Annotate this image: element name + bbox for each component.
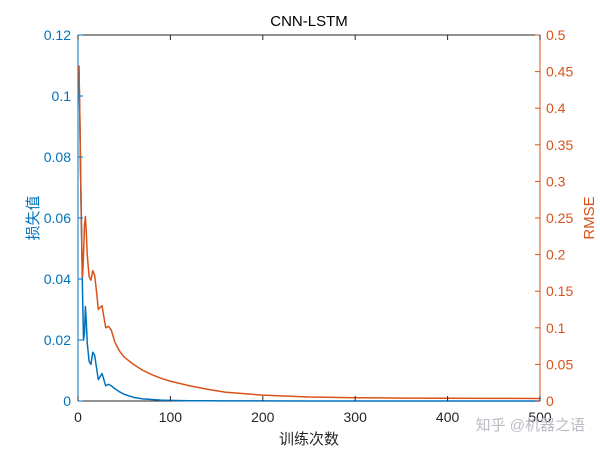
y-left-tick-label: 0.06 [44, 210, 71, 226]
y-right-tick-label: 0.25 [546, 210, 573, 226]
y-left-tick-label: 0.1 [52, 88, 72, 104]
x-tick-label: 300 [344, 409, 368, 425]
watermark-text: 知乎 @机器之语 [476, 417, 585, 434]
y-right-tick-label: 0.2 [546, 247, 566, 263]
y-right-tick-label: 0 [546, 393, 554, 409]
y-axis-label-left: 损失值 [25, 195, 42, 240]
y-right-tick-label: 0.1 [546, 320, 566, 336]
bottom-axis-ticks: 0 100 200 300 400 500 [74, 35, 552, 425]
y-right-tick-label: 0.05 [546, 356, 573, 372]
x-axis-label: 训练次数 [279, 431, 339, 448]
y-left-tick-label: 0.02 [44, 332, 71, 348]
loss-series-line [78, 65, 540, 402]
y-axis-label-right: RMSE [581, 196, 598, 239]
left-axis-ticks: 0 0.02 0.04 0.06 0.08 0.1 0.12 [44, 27, 83, 409]
y-right-tick-label: 0.45 [546, 64, 573, 80]
chart-title: CNN-LSTM [270, 13, 348, 30]
x-tick-label: 200 [251, 409, 275, 425]
x-tick-label: 100 [159, 409, 183, 425]
y-left-tick-label: 0.04 [44, 271, 71, 287]
y-right-tick-label: 0.15 [546, 283, 573, 299]
y-left-tick-label: 0.08 [44, 149, 71, 165]
y-right-tick-label: 0.4 [546, 100, 566, 116]
y-right-tick-label: 0.3 [546, 173, 566, 189]
right-axis-ticks: 0 0.05 0.1 0.15 0.2 0.25 0.3 0.35 0.4 0.45 0.5 [535, 27, 573, 409]
series-layer [78, 65, 541, 402]
y-left-tick-label: 0.12 [44, 27, 71, 43]
x-tick-label: 400 [436, 409, 460, 425]
x-tick-label: 0 [74, 409, 82, 425]
y-right-tick-label: 0.35 [546, 137, 573, 153]
y-right-tick-label: 0.5 [546, 27, 566, 43]
y-left-tick-label: 0 [63, 393, 71, 409]
x-tick-label: 500 [528, 409, 552, 425]
rmse-series-line [78, 65, 541, 400]
